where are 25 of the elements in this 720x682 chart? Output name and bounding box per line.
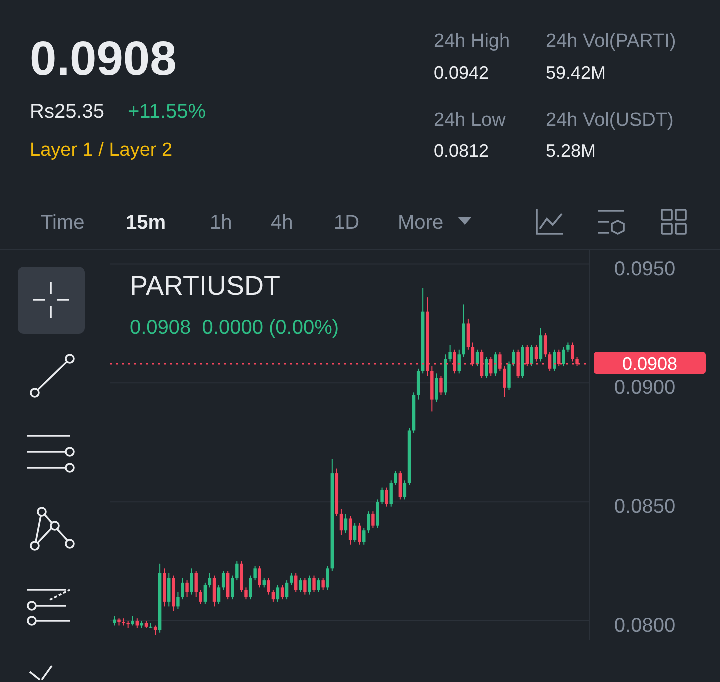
- text: 24h Vol(PARTI): [546, 31, 676, 52]
- y-tick-label: 0.0850: [614, 496, 676, 518]
- text: 0.0908: [30, 33, 177, 86]
- text: 4h: [271, 212, 294, 234]
- text: Rs25.35: [30, 101, 104, 123]
- text: 0.0908 0.0000 (0.00%): [130, 317, 340, 339]
- text: Time: [41, 212, 85, 234]
- text: 1D: [334, 212, 360, 234]
- text: PARTIUSDT: [130, 271, 281, 301]
- ref-line-label: 0.0908: [622, 354, 678, 374]
- text: 24h High: [434, 31, 510, 52]
- y-tick-label: 0.0950: [614, 258, 676, 280]
- text: 5.28M: [546, 141, 596, 161]
- text: Layer 1 / Layer 2: [30, 140, 173, 161]
- text: 0.0942: [434, 63, 490, 83]
- text: 15m: [126, 212, 166, 234]
- text: 59.42M: [546, 63, 606, 83]
- text: More: [398, 212, 444, 234]
- text: 1h: [210, 212, 232, 234]
- text: 0.0812: [434, 141, 490, 161]
- text: 24h Low: [434, 110, 506, 131]
- y-tick-label: 0.0900: [614, 377, 676, 400]
- text: 24h Vol(USDT): [546, 110, 674, 131]
- y-tick-label: 0.0800: [614, 614, 676, 637]
- text: +11.55%: [128, 101, 206, 123]
